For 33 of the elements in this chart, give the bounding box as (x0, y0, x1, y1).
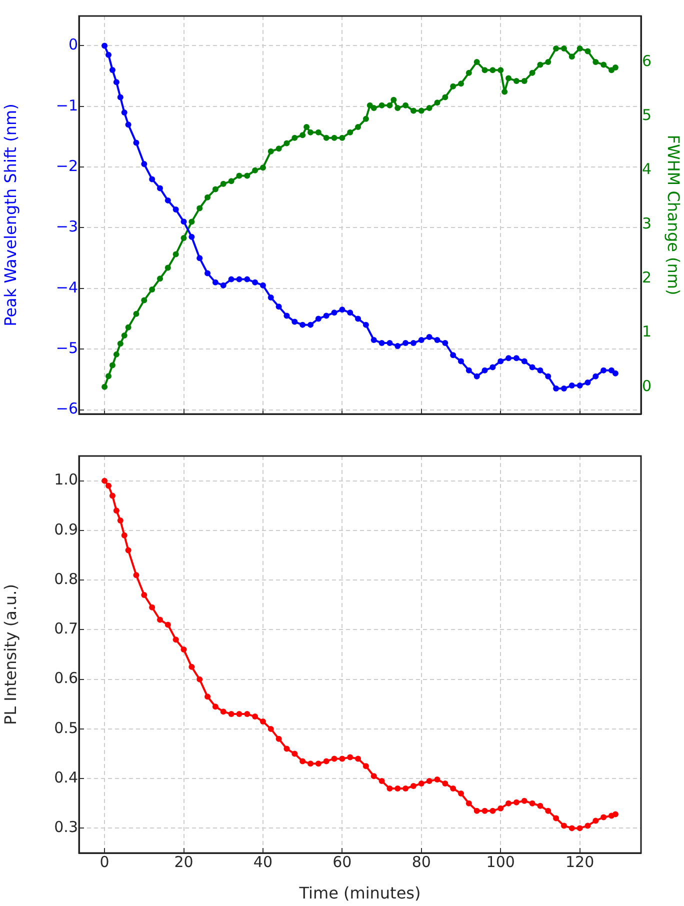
y2-axis-title: FWHM Change (nm) (664, 134, 684, 296)
y-tick-label: −3 (56, 218, 78, 236)
y-tick-label: 0 (68, 36, 78, 54)
x-axis-title: Time (minutes) (298, 884, 421, 903)
y-tick-label: 0.7 (54, 620, 78, 638)
y2-tick-label: 2 (642, 268, 652, 287)
y-tick-label: −2 (56, 156, 78, 175)
x-tick-label: 120 (565, 852, 594, 871)
y-tick-label: 0.6 (54, 669, 78, 688)
y-tick-label: −1 (56, 96, 78, 114)
y-tick-label: 0.3 (54, 818, 78, 836)
y2-tick-label: 4 (642, 160, 652, 178)
y-tick-label: 0.4 (54, 768, 78, 786)
x-tick-label: 100 (486, 852, 515, 871)
y-tick-label: 0.8 (54, 570, 78, 588)
x-tick-label: 0 (100, 852, 110, 871)
y2-tick-label: 5 (642, 106, 652, 124)
y-tick-label: 0.5 (54, 718, 78, 737)
x-tick-label: 80 (412, 852, 431, 871)
x-tick-label: 20 (174, 852, 194, 871)
y-tick-label: −6 (56, 400, 78, 418)
y-axis-title: Peak Wavelength Shift (nm) (0, 104, 20, 326)
y2-tick-label: 6 (642, 52, 652, 70)
y2-tick-label: 3 (642, 214, 652, 232)
y-tick-label: −4 (56, 278, 78, 296)
y2-tick-label: 0 (642, 376, 652, 395)
x-tick-label: 40 (253, 852, 273, 871)
y-tick-label: 0.9 (54, 520, 78, 538)
y-tick-label: 1.0 (54, 470, 78, 489)
y-axis-title: PL Intensity (a.u.) (0, 584, 20, 725)
y2-tick-label: 1 (642, 322, 652, 341)
x-tick-label: 60 (332, 852, 352, 871)
y-tick-label: −5 (56, 338, 78, 357)
